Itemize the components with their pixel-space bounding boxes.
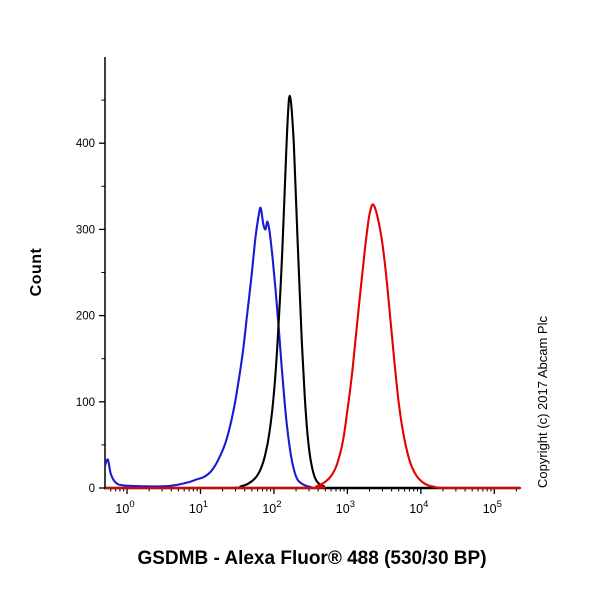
y-tick-label: 100 xyxy=(76,397,95,409)
y-tick-label: 300 xyxy=(76,224,95,236)
x-tick-label: 102 xyxy=(262,499,281,516)
red-curve xyxy=(105,203,521,490)
x-tick-label: 104 xyxy=(409,499,428,516)
y-axis-label: Count xyxy=(28,247,45,297)
black-curve xyxy=(105,94,521,490)
blue-curve xyxy=(105,206,521,490)
y-tick-label: 0 xyxy=(89,483,95,495)
y-tick-label: 200 xyxy=(76,311,95,323)
x-tick-label: 101 xyxy=(189,499,208,516)
copyright-text: Copyright (c) 2017 Abcam Plc xyxy=(535,316,550,488)
x-tick-label: 103 xyxy=(336,499,355,516)
x-tick-label: 100 xyxy=(115,499,134,516)
y-tick-label: 400 xyxy=(76,138,95,150)
x-tick-label: 105 xyxy=(483,499,502,516)
x-axis-title: GSDMB - Alexa Fluor® 488 (530/30 BP) xyxy=(137,548,487,569)
